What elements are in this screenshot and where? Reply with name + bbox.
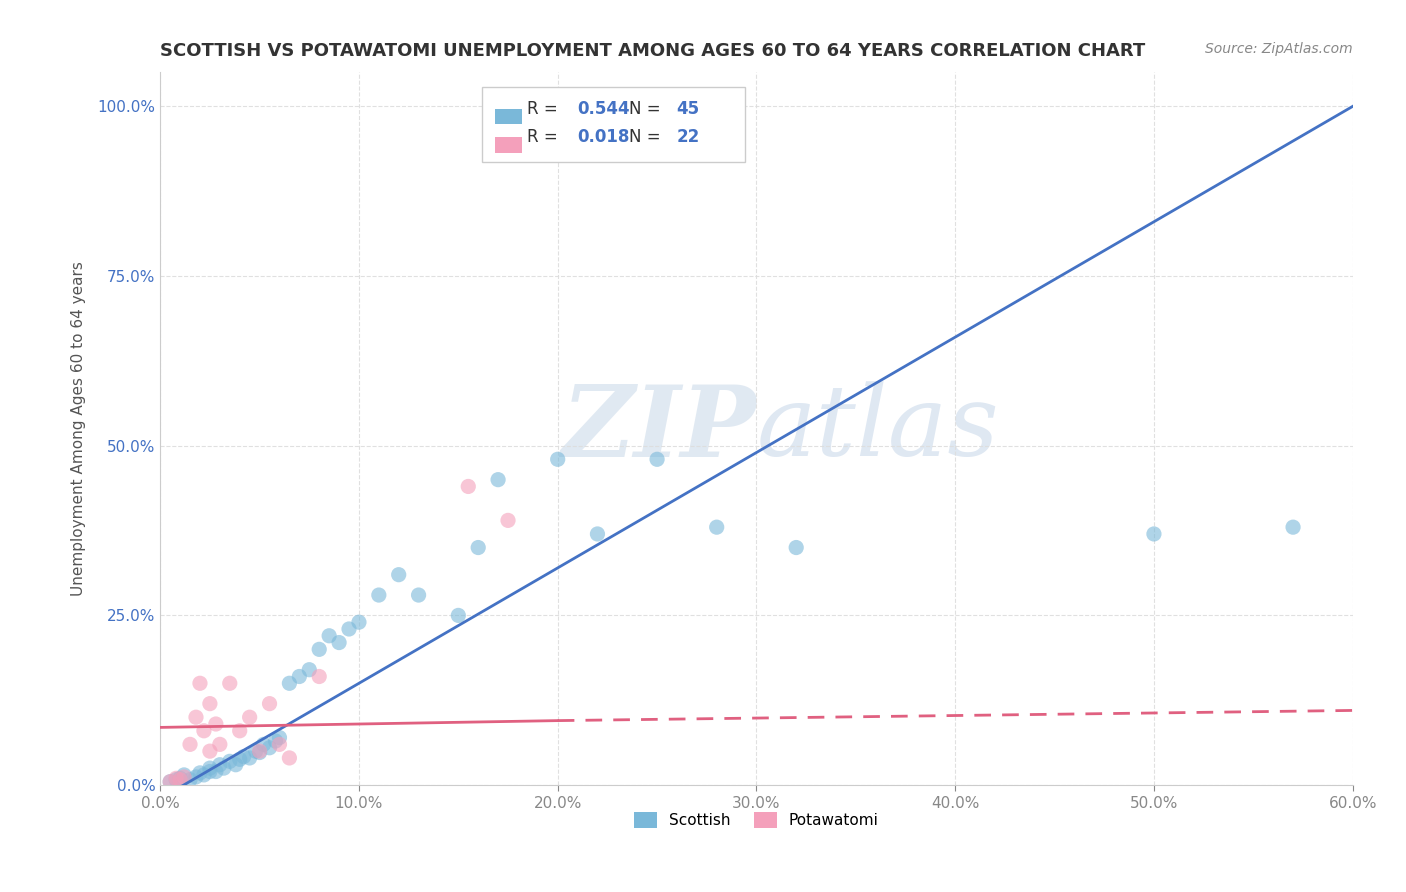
Point — [218, 755, 240, 769]
Text: R =: R = — [527, 128, 564, 146]
Point — [388, 567, 411, 582]
Point — [173, 770, 195, 784]
Text: N =: N = — [628, 128, 665, 146]
Point — [259, 740, 281, 755]
Point — [447, 608, 470, 623]
Point — [367, 588, 389, 602]
Point — [347, 615, 370, 630]
Point — [252, 737, 274, 751]
Point — [645, 452, 668, 467]
Point — [179, 737, 201, 751]
Point — [212, 761, 235, 775]
Point — [278, 751, 301, 765]
Text: 0.544: 0.544 — [578, 100, 630, 118]
Point — [457, 479, 479, 493]
Point — [188, 676, 211, 690]
Text: atlas: atlas — [756, 381, 1000, 476]
Text: 22: 22 — [676, 128, 700, 146]
Point — [228, 723, 250, 738]
Point — [269, 737, 291, 751]
Point — [496, 513, 519, 527]
Text: Source: ZipAtlas.com: Source: ZipAtlas.com — [1205, 42, 1353, 56]
Point — [249, 744, 271, 758]
Point — [205, 764, 228, 779]
Bar — [495, 109, 522, 125]
Point — [318, 629, 340, 643]
Point — [408, 588, 430, 602]
FancyBboxPatch shape — [482, 87, 745, 161]
Point — [337, 622, 360, 636]
Point — [184, 710, 207, 724]
Text: 0.018: 0.018 — [578, 128, 630, 146]
Point — [228, 752, 250, 766]
Text: 45: 45 — [676, 100, 700, 118]
Point — [239, 751, 262, 765]
Point — [245, 744, 267, 758]
Point — [193, 768, 215, 782]
Point — [225, 757, 247, 772]
Legend: Scottish, Potawatomi: Scottish, Potawatomi — [628, 806, 884, 835]
Point — [184, 770, 207, 784]
Point — [1143, 527, 1166, 541]
Point — [298, 663, 321, 677]
Point — [486, 473, 509, 487]
Y-axis label: Unemployment Among Ages 60 to 64 years: Unemployment Among Ages 60 to 64 years — [72, 261, 86, 596]
Point — [208, 737, 231, 751]
Point — [288, 669, 311, 683]
Point — [249, 746, 271, 760]
Point — [159, 774, 181, 789]
Point — [328, 635, 350, 649]
Point — [159, 774, 181, 789]
Point — [198, 764, 221, 779]
Text: ZIP: ZIP — [561, 381, 756, 477]
Text: SCOTTISH VS POTAWATOMI UNEMPLOYMENT AMONG AGES 60 TO 64 YEARS CORRELATION CHART: SCOTTISH VS POTAWATOMI UNEMPLOYMENT AMON… — [160, 42, 1146, 60]
Text: R =: R = — [527, 100, 564, 118]
Point — [547, 452, 569, 467]
Point — [173, 768, 195, 782]
Point — [239, 710, 262, 724]
Point — [308, 669, 330, 683]
Point — [586, 527, 609, 541]
Point — [208, 757, 231, 772]
Point — [232, 749, 254, 764]
Point — [205, 717, 228, 731]
Point — [259, 697, 281, 711]
Bar — [495, 137, 522, 153]
Point — [264, 734, 287, 748]
Point — [706, 520, 728, 534]
Point — [467, 541, 489, 555]
Point — [278, 676, 301, 690]
Point — [169, 772, 191, 787]
Text: N =: N = — [628, 100, 665, 118]
Point — [188, 765, 211, 780]
Point — [198, 744, 221, 758]
Point — [308, 642, 330, 657]
Point — [218, 676, 240, 690]
Point — [179, 772, 201, 787]
Point — [785, 541, 807, 555]
Point — [165, 772, 187, 787]
Point — [269, 731, 291, 745]
Point — [198, 761, 221, 775]
Point — [1282, 520, 1305, 534]
Point — [193, 723, 215, 738]
Point — [169, 772, 191, 786]
Point — [198, 697, 221, 711]
Point — [165, 772, 187, 786]
